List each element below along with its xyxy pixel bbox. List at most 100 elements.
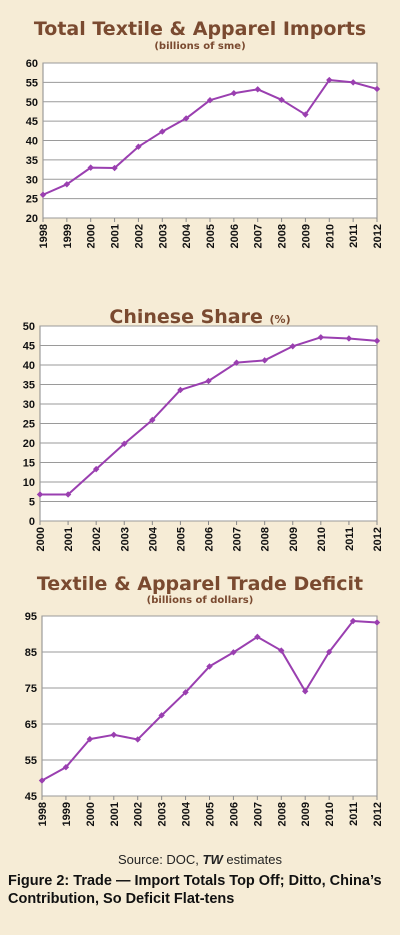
data-point: [261, 357, 268, 364]
chart2-title-unit: (%): [269, 313, 291, 326]
chart1-subtitle: (billions of sme): [154, 41, 246, 52]
y-tick-label: 50: [23, 321, 35, 333]
source-suffix: estimates: [222, 852, 282, 867]
x-tick-label: 2005: [205, 802, 217, 826]
y-tick-label: 15: [23, 458, 35, 470]
x-tick-label: 2002: [133, 224, 145, 248]
y-tick-label: 40: [23, 360, 35, 372]
x-tick-label: 2001: [63, 527, 75, 551]
chart2-title-text: Chinese Share: [109, 306, 263, 328]
x-tick-label: 2012: [372, 802, 384, 826]
x-tick-label: 2007: [253, 224, 265, 248]
y-tick-label: 65: [25, 719, 37, 731]
data-point: [302, 688, 309, 695]
y-tick-label: 75: [25, 683, 37, 695]
y-tick-label: 5: [29, 497, 35, 509]
y-tick-label: 40: [26, 136, 38, 148]
x-tick-label: 2012: [372, 224, 384, 248]
data-point: [64, 491, 72, 498]
data-point: [63, 181, 71, 188]
x-tick-label: 2002: [91, 527, 103, 551]
x-tick-label: 2003: [119, 527, 131, 551]
data-point: [182, 115, 190, 122]
data-point: [149, 416, 156, 424]
y-tick-label: 25: [23, 419, 35, 431]
data-point: [135, 143, 142, 150]
x-tick-label: 2005: [175, 527, 187, 551]
x-tick-label: 2010: [316, 527, 328, 551]
x-tick-label: 2001: [110, 224, 122, 248]
y-tick-label: 30: [23, 399, 35, 411]
x-tick-label: 2009: [300, 802, 312, 826]
y-tick-label: 35: [23, 380, 35, 392]
chart2-plot: 0 5 10 15 20 25 30 35 40 45 50 2000 2001 2002 2003 2004…: [23, 321, 384, 551]
x-tick-label: 2004: [181, 801, 193, 826]
data-point: [317, 334, 325, 341]
x-tick-label: 2006: [229, 224, 241, 248]
data-point: [230, 649, 237, 656]
x-tick-label: 2011: [348, 224, 360, 248]
data-point: [206, 97, 214, 104]
y-tick-label: 20: [23, 438, 35, 450]
y-tick-label: 95: [25, 611, 37, 623]
x-tick-label: 1999: [61, 802, 73, 826]
x-tick-label: 2009: [300, 224, 312, 248]
data-point: [254, 633, 261, 641]
y-tick-label: 45: [23, 341, 35, 353]
y-tick-label: 55: [25, 755, 37, 767]
y-tick-label: 45: [25, 791, 37, 803]
data-point: [86, 735, 94, 743]
data-point: [92, 465, 100, 473]
source-note: Source: DOC, TW estimates: [0, 852, 400, 867]
data-point: [373, 337, 381, 345]
chart3-plot: 45 55 65 75 85 95 1998 1999 2000 2001 2002 2003 2004…: [25, 611, 384, 826]
plot-area: [41, 615, 378, 797]
x-tick-label: 2005: [205, 224, 217, 248]
source-tw: TW: [202, 852, 223, 867]
x-tick-label: 2004: [181, 223, 193, 248]
data-point: [36, 491, 44, 498]
data-point: [345, 335, 353, 342]
x-tick-label: 2003: [157, 224, 169, 248]
chart3-subtitle: (billions of dollars): [146, 595, 254, 606]
chart3-title: Textile & Apparel Trade Deficit: [36, 573, 364, 595]
x-tick-label: 2006: [204, 527, 216, 551]
x-tick-label: 2010: [324, 224, 336, 248]
figure-caption: Figure 2: Trade — Import Totals Top Off;…: [8, 873, 382, 907]
y-tick-label: 10: [23, 477, 35, 489]
x-tick-label: 2011: [348, 802, 360, 826]
chart2-title: Chinese Share (%): [0, 306, 400, 328]
data-point: [325, 648, 333, 656]
y-tick-label: 50: [26, 97, 38, 109]
x-tick-label: 2008: [277, 224, 289, 248]
data-point: [373, 619, 381, 626]
chart1-plot: 20 25 30 35 40 45 50 55 60 1998 1999 2000 2001 2002 20…: [26, 58, 384, 248]
data-point: [158, 712, 165, 719]
x-tick-label: 1999: [62, 224, 74, 248]
x-tick-label: 2004: [147, 526, 159, 551]
x-tick-label: 2008: [276, 802, 288, 826]
y-tick-label: 45: [26, 116, 38, 128]
data-point: [39, 191, 47, 198]
data-point: [205, 377, 212, 385]
data-point: [289, 343, 296, 350]
x-tick-label: 1998: [38, 224, 50, 248]
chart1-title: Total Textile & Apparel Imports: [33, 18, 367, 40]
data-point: [302, 111, 309, 118]
data-point: [111, 164, 118, 172]
x-tick-label: 2001: [109, 802, 121, 826]
source-prefix: Source: DOC,: [118, 852, 203, 867]
data-point: [254, 86, 261, 93]
x-tick-label: 2000: [35, 527, 47, 551]
x-tick-label: 2002: [133, 802, 145, 826]
x-tick-label: 2007: [252, 802, 264, 826]
y-tick-label: 60: [26, 58, 38, 70]
data-point: [121, 440, 128, 447]
y-tick-label: 20: [26, 213, 38, 225]
y-tick-label: 0: [29, 516, 35, 528]
x-tick-label: 2008: [260, 527, 272, 551]
x-tick-label: 2003: [157, 802, 169, 826]
y-tick-label: 30: [26, 174, 38, 186]
x-tick-label: 2009: [288, 527, 300, 551]
data-point: [38, 777, 46, 784]
